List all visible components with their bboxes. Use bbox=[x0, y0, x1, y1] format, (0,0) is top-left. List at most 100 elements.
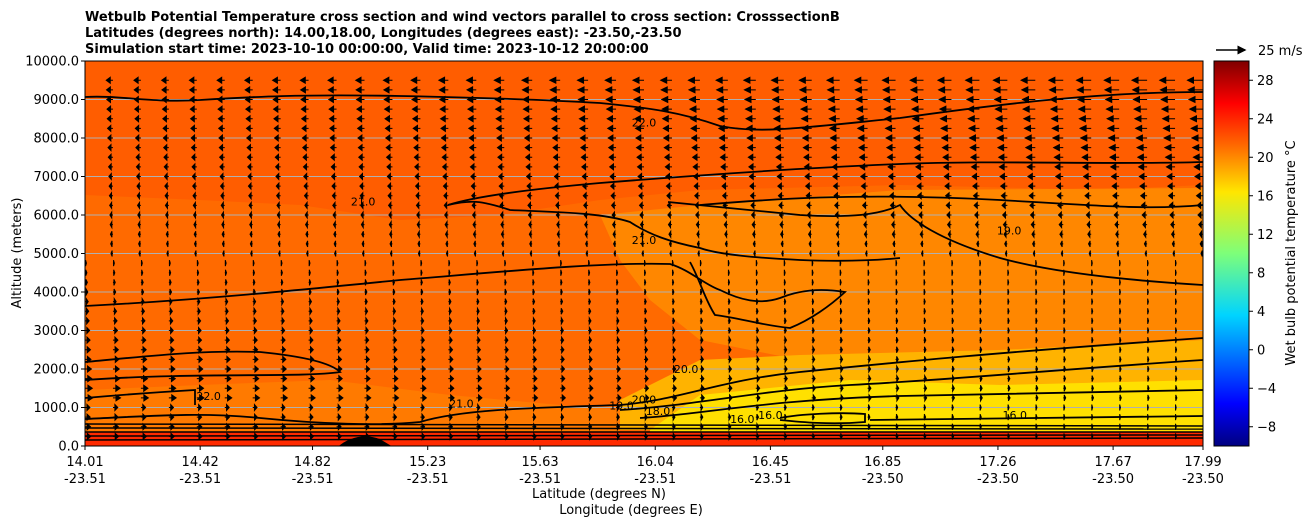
wind-vector bbox=[140, 269, 144, 276]
wind-vector bbox=[861, 201, 868, 210]
wind-vector bbox=[560, 384, 566, 393]
wind-vector bbox=[1119, 279, 1121, 286]
wind-vector bbox=[1147, 404, 1149, 411]
wind-vector bbox=[938, 95, 952, 104]
wind-vector bbox=[951, 365, 955, 373]
wind-vector bbox=[392, 298, 396, 305]
wind-vector bbox=[162, 114, 169, 123]
wind-vector bbox=[445, 250, 449, 257]
wind-vector bbox=[162, 133, 169, 143]
wind-vector bbox=[940, 134, 952, 142]
wind-vector bbox=[699, 402, 704, 413]
wind-vector bbox=[219, 172, 225, 181]
wind-vector bbox=[783, 335, 788, 346]
wind-vector bbox=[923, 260, 926, 267]
wind-vector bbox=[112, 316, 118, 326]
wind-vector bbox=[224, 345, 231, 354]
wind-vector bbox=[641, 250, 644, 257]
contour-label: 16.0 bbox=[730, 413, 755, 426]
wind-vector bbox=[526, 191, 533, 201]
wind-vector bbox=[830, 153, 840, 162]
wind-vector bbox=[85, 364, 93, 374]
wind-vector bbox=[839, 423, 843, 430]
wind-vector bbox=[280, 384, 288, 393]
wind-vector bbox=[836, 240, 840, 248]
wind-vector bbox=[106, 124, 113, 133]
wind-vector bbox=[964, 76, 980, 85]
wind-vector bbox=[1175, 365, 1178, 373]
wind-vector bbox=[224, 316, 230, 326]
wind-vector bbox=[415, 200, 421, 210]
wind-vector bbox=[252, 384, 260, 393]
wind-vector bbox=[497, 153, 505, 162]
wind-vector bbox=[280, 259, 283, 267]
wind-vector bbox=[721, 182, 728, 191]
wind-vector bbox=[140, 412, 147, 422]
surface-contour-3 bbox=[85, 430, 1203, 434]
wind-vector bbox=[499, 200, 505, 210]
wind-vector bbox=[608, 162, 617, 171]
wind-vector bbox=[190, 143, 197, 152]
wind-vector bbox=[551, 134, 561, 142]
wind-vector bbox=[448, 316, 453, 326]
wind-vector bbox=[274, 143, 281, 152]
wind-vector bbox=[532, 316, 536, 326]
wind-vector bbox=[278, 250, 281, 257]
x-tick-lat-label: 16.04 bbox=[637, 455, 674, 470]
wind-vector bbox=[420, 259, 423, 267]
wind-vector bbox=[504, 279, 507, 286]
wind-vector bbox=[1087, 229, 1092, 239]
x-tick-lon-label: -23.50 bbox=[1182, 472, 1224, 487]
wind-vector bbox=[583, 210, 589, 220]
wind-vector bbox=[1119, 394, 1122, 402]
wind-vector bbox=[1035, 317, 1038, 325]
wind-vector bbox=[1119, 375, 1122, 382]
wind-vector bbox=[85, 422, 92, 431]
wind-vector bbox=[79, 106, 85, 112]
wind-vector bbox=[1147, 279, 1149, 286]
wind-vector bbox=[532, 260, 535, 267]
colorbar-label: Wet bulb potential temperature °C bbox=[1284, 140, 1299, 365]
wind-vector bbox=[420, 412, 425, 422]
wind-vector bbox=[471, 191, 477, 201]
wind-vector bbox=[466, 86, 477, 94]
wind-vector bbox=[867, 423, 871, 430]
wind-vector bbox=[694, 201, 700, 210]
wind-vector bbox=[521, 86, 533, 94]
wind-vector bbox=[1111, 182, 1120, 191]
contour-label: 16.0 bbox=[1003, 409, 1028, 422]
wind-vector bbox=[783, 374, 788, 384]
wind-vector bbox=[1035, 298, 1038, 305]
wind-vector bbox=[280, 269, 283, 276]
wind-vector bbox=[993, 95, 1008, 104]
wind-vector bbox=[951, 317, 954, 325]
wind-vector bbox=[85, 296, 89, 307]
wind-vector bbox=[299, 85, 309, 94]
wind-vector bbox=[751, 220, 756, 230]
wind-vector bbox=[772, 114, 784, 123]
wind-vector bbox=[412, 134, 421, 142]
wind-vector bbox=[992, 76, 1008, 85]
wind-vector bbox=[588, 422, 593, 432]
wind-vector bbox=[442, 181, 449, 191]
wind-vector bbox=[972, 182, 980, 191]
wind-vector bbox=[937, 86, 952, 94]
wind-vector bbox=[1063, 260, 1065, 267]
wind-vector bbox=[994, 114, 1008, 123]
wind-vector bbox=[1132, 95, 1148, 104]
wind-vector bbox=[273, 114, 281, 123]
wind-vector bbox=[918, 220, 924, 230]
wind-vector bbox=[895, 433, 899, 440]
wind-vector bbox=[696, 229, 700, 240]
wind-vector bbox=[196, 364, 204, 374]
wind-vector bbox=[1007, 356, 1011, 363]
wind-vector bbox=[839, 373, 844, 384]
wind-vector bbox=[136, 172, 141, 181]
wind-vector bbox=[1035, 413, 1038, 421]
wind-vector bbox=[1079, 134, 1092, 142]
wind-vector bbox=[1147, 346, 1150, 353]
wind-vector bbox=[386, 172, 393, 181]
wind-vector bbox=[666, 201, 672, 210]
wind-vector bbox=[727, 345, 732, 355]
wind-vector bbox=[392, 345, 398, 355]
